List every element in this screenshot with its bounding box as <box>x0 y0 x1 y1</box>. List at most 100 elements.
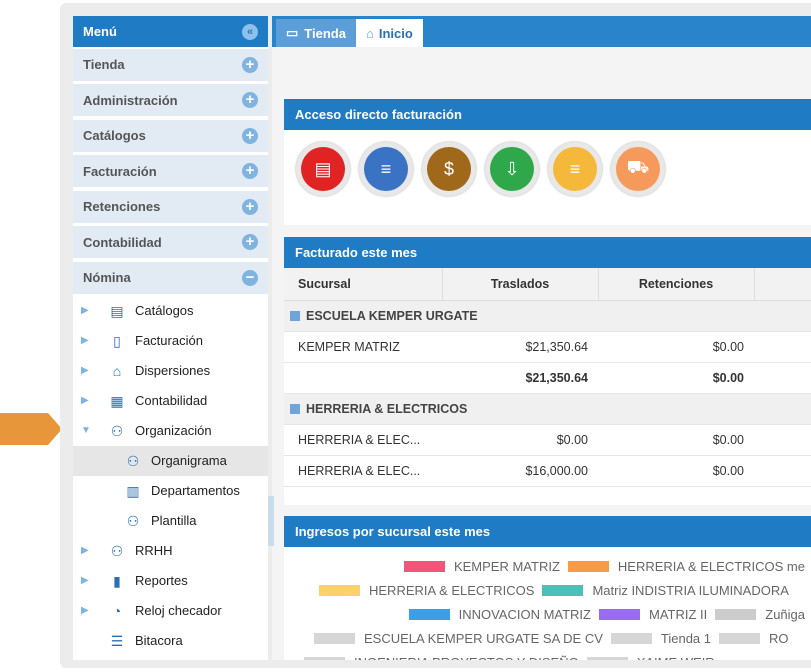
plus-icon[interactable]: + <box>242 163 258 179</box>
caret-right-icon[interactable]: ▶ <box>81 395 89 406</box>
submenu-item[interactable]: ▥ Departamentos <box>73 476 268 506</box>
legend-item[interactable]: Zuñiga <box>715 603 805 627</box>
legend-label: RO <box>769 631 789 646</box>
collapse-group-icon[interactable] <box>290 403 300 414</box>
collapse-group-icon[interactable] <box>290 310 300 321</box>
legend-item[interactable]: XAIME WEIR <box>586 651 715 660</box>
legend-item[interactable]: ESCUELA KEMPER URGATE SA DE CV <box>314 627 603 651</box>
panel-title: Acceso directo facturación <box>284 99 811 130</box>
legend-item[interactable]: INNOVACION MATRIZ <box>408 603 591 627</box>
table-cell <box>284 362 442 394</box>
shortcut-button[interactable]: $ <box>422 142 476 196</box>
legend-label: HERRERIA & ELECTRICOS me <box>617 559 805 574</box>
caret-right-icon[interactable]: ▶ <box>81 365 89 376</box>
minus-icon[interactable]: − <box>242 269 258 286</box>
legend-item[interactable]: RO <box>719 627 789 651</box>
sidebar-item[interactable]: Contabilidad + <box>73 226 268 260</box>
shortcut-button[interactable]: ⛟ <box>611 142 665 196</box>
col-sucursal[interactable]: Sucursal <box>284 268 443 301</box>
shortcut-button[interactable]: ≡ <box>359 142 413 196</box>
splitter-handle[interactable] <box>268 496 274 546</box>
tab-label: Tienda <box>304 25 346 41</box>
shortcut-button[interactable]: ▤ <box>296 142 350 196</box>
submenu-item[interactable]: ▶ ⌂ Dispersiones <box>73 356 268 386</box>
sidebar: Menú « Tienda + Administración + Catálogos + F… <box>73 16 268 660</box>
legend-item[interactable]: Matriz INDISTRIA ILUMINADORA <box>542 579 789 603</box>
legend-label: Zuñiga <box>765 607 805 622</box>
clock-user-icon: ◔ <box>112 602 122 619</box>
ingresos-panel: Ingresos por sucursal este mes KEMPER MA… <box>284 516 811 660</box>
shortcut-button[interactable]: ≡ <box>548 142 602 196</box>
plus-icon[interactable]: + <box>242 234 258 250</box>
table-cell: HERRERIA & ELEC... <box>284 455 442 487</box>
caret-right-icon[interactable]: ▶ <box>81 545 89 556</box>
sidebar-item[interactable]: Administración + <box>73 84 268 118</box>
legend-row: INGENIERIA PROYECTOS Y DISEÑO XAIME WEIR <box>284 651 811 660</box>
caret-right-icon[interactable]: ▶ <box>81 575 89 586</box>
legend-row: HERRERIA & ELECTRICOS Matriz INDISTRIA IL… <box>284 579 811 603</box>
table-row[interactable]: $21,350.64 $0.00 <box>284 362 811 394</box>
legend-item[interactable]: HERRERIA & ELECTRICOS <box>319 579 534 603</box>
building-icon: ▥ <box>126 482 140 499</box>
sidebar-item[interactable]: Nómina − <box>73 261 268 296</box>
caret-right-icon[interactable]: ▶ <box>81 605 89 616</box>
submenu-item[interactable]: ▶ ▮ Reportes <box>73 566 268 596</box>
plus-icon[interactable]: + <box>242 127 258 144</box>
shortcut-button[interactable]: ⇩ <box>485 142 539 196</box>
group-row[interactable]: ESCUELA KEMPER URGATE <box>284 300 811 332</box>
submenu-item[interactable]: ▶ ⚇ RRHH <box>73 536 268 566</box>
submenu-item[interactable]: ⚇ Plantilla <box>73 506 268 536</box>
legend-swatch <box>610 633 652 644</box>
col-retenciones[interactable]: Retenciones <box>598 268 755 301</box>
table-row[interactable]: HERRERIA & ELEC... $16,000.00 $0.00 <box>284 455 811 487</box>
submenu-label: Departamentos <box>151 483 240 498</box>
col-traslados[interactable]: Traslados <box>442 268 599 301</box>
chart-legend: KEMPER MATRIZ HERRERIA & ELECTRICOS me HER… <box>284 547 811 660</box>
legend-label: Matriz INDISTRIA ILUMINADORA <box>592 583 789 598</box>
legend-row: INNOVACION MATRIZ MATRIZ II Zuñiga <box>284 603 811 627</box>
submenu-item[interactable]: ▶ ◔ Reloj checador <box>73 596 268 626</box>
legend-item[interactable]: Tienda 1 <box>610 627 711 651</box>
plus-icon[interactable]: + <box>242 198 258 215</box>
submenu-item[interactable]: ▶ ▦ Contabilidad <box>73 386 268 416</box>
plus-icon[interactable]: + <box>242 92 258 108</box>
group-cell: HERRERIA & ELECTRICOS <box>284 393 811 425</box>
sidebar-item-label: Contabilidad <box>83 234 162 250</box>
tab-inicio[interactable]: ⌂ Inicio <box>355 19 423 47</box>
group-cell: ESCUELA KEMPER URGATE <box>284 300 811 332</box>
legend-swatch <box>314 633 355 644</box>
people-icon: ⚇ <box>110 542 124 559</box>
tab-tienda[interactable]: ▭ Tienda <box>276 19 356 47</box>
legend-swatch <box>586 657 628 660</box>
legend-item[interactable]: HERRERIA & ELECTRICOS me <box>567 555 805 579</box>
panel-title: Ingresos por sucursal este mes <box>284 516 811 547</box>
caret-down-icon[interactable]: ▼ <box>81 425 91 436</box>
submenu-item[interactable]: ▶ ▤ Catálogos <box>73 296 268 326</box>
sidebar-item[interactable]: Retenciones + <box>73 190 268 225</box>
group-row[interactable]: HERRERIA & ELECTRICOS <box>284 393 811 425</box>
legend-label: KEMPER MATRIZ <box>453 559 560 574</box>
legend-item[interactable]: MATRIZ II <box>598 603 707 627</box>
sidebar-item[interactable]: Facturación + <box>73 155 268 189</box>
table-row[interactable]: KEMPER MATRIZ $21,350.64 $0.00 <box>284 331 811 363</box>
legend-item[interactable]: INGENIERIA PROYECTOS Y DISEÑO <box>304 651 579 660</box>
caret-right-icon[interactable]: ▶ <box>81 305 89 316</box>
collapse-icon[interactable]: « <box>242 23 258 40</box>
legend-item[interactable]: KEMPER MATRIZ <box>403 555 560 579</box>
main-content: ▭ Tienda ⌂ Inicio Acceso directo facturaci… <box>268 16 811 660</box>
tab-bar: ▭ Tienda ⌂ Inicio <box>272 16 811 47</box>
caret-right-icon[interactable]: ▶ <box>81 335 89 346</box>
submenu-item[interactable]: ▼ ⚇ Organización <box>73 416 268 446</box>
legend-swatch <box>598 609 640 620</box>
sidebar-item[interactable]: Catálogos + <box>73 119 268 154</box>
table-row[interactable]: HERRERIA & ELEC... $0.00 $0.00 <box>284 424 811 456</box>
sidebar-item[interactable]: Tienda + <box>73 48 268 83</box>
submenu-item[interactable]: ☰ Bitacora <box>73 626 268 656</box>
panel-title: Facturado este mes <box>284 237 811 268</box>
sidebar-header: Menú « <box>73 16 268 47</box>
document-icon: ≡ <box>364 147 408 191</box>
submenu-item[interactable]: ⚇ Organigrama <box>73 445 268 476</box>
plus-icon[interactable]: + <box>242 56 258 73</box>
submenu-item[interactable]: ▶ ▯ Facturación <box>73 326 268 356</box>
table-cell: $21,350.64 <box>442 362 598 394</box>
